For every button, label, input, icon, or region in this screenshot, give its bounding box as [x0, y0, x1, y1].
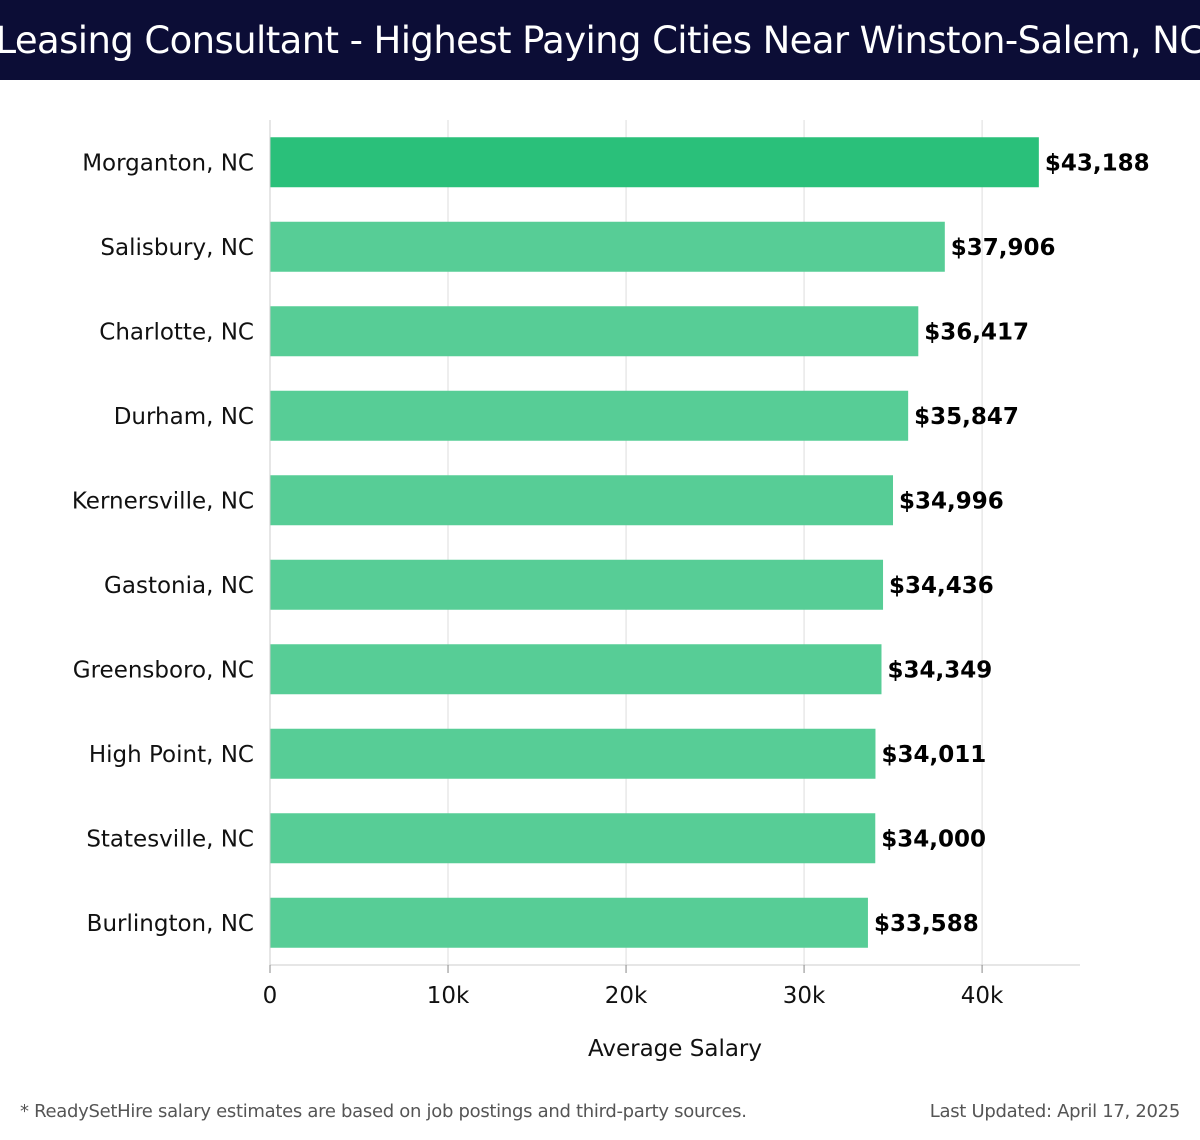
bar	[270, 475, 894, 526]
category-label: Greensboro, NC	[73, 657, 254, 683]
value-label: $34,011	[881, 742, 986, 768]
bar	[270, 221, 945, 272]
category-label: Statesville, NC	[86, 826, 254, 852]
category-label: Morganton, NC	[82, 150, 254, 176]
last-updated: Last Updated: April 17, 2025	[929, 1101, 1181, 1122]
footer-note: * ReadySetHire salary estimates are base…	[20, 1101, 747, 1122]
category-label: Durham, NC	[114, 404, 254, 430]
category-label: Gastonia, NC	[104, 573, 254, 599]
category-label: High Point, NC	[89, 742, 254, 768]
x-tick-label: 0	[263, 983, 278, 1009]
value-label: $34,000	[881, 826, 986, 852]
x-tick-label: 30k	[783, 983, 826, 1009]
bar	[270, 897, 868, 948]
bar	[270, 644, 882, 695]
value-label: $43,188	[1045, 150, 1150, 176]
bar	[270, 813, 876, 864]
bar	[270, 559, 884, 610]
x-axis-title: Average Salary	[588, 1036, 762, 1062]
chart-title: Leasing Consultant - Highest Paying Citi…	[0, 18, 1200, 62]
value-label: $34,436	[889, 573, 994, 599]
value-label: $36,417	[924, 319, 1029, 345]
x-tick-label: 20k	[605, 983, 648, 1009]
bar	[270, 728, 876, 779]
value-label: $37,906	[951, 235, 1056, 261]
value-label: $34,996	[899, 488, 1004, 514]
header-bar: Leasing Consultant - Highest Paying Citi…	[0, 0, 1200, 80]
category-label: Salisbury, NC	[100, 235, 254, 261]
x-axis: 0 10k 20k 30k 40k	[263, 120, 1080, 1009]
category-label: Burlington, NC	[87, 911, 254, 937]
x-tick-label: 40k	[961, 983, 1004, 1009]
bar	[270, 306, 919, 357]
x-tick-label: 10k	[427, 983, 470, 1009]
value-label: $34,349	[887, 657, 992, 683]
bar	[270, 137, 1039, 188]
bars	[270, 137, 1039, 948]
category-label: Charlotte, NC	[99, 319, 254, 345]
salary-bar-chart: Morganton, NC Salisbury, NC Charlotte, NC D…	[72, 120, 1150, 1062]
bar	[270, 390, 909, 441]
value-label: $35,847	[914, 404, 1019, 430]
category-label: Kernersville, NC	[72, 488, 254, 514]
value-label: $33,588	[874, 911, 979, 937]
value-labels: $43,188 $37,906 $36,417 $35,847 $34,996 $34,4…	[874, 150, 1150, 937]
category-labels: Morganton, NC Salisbury, NC Charlotte, NC D…	[72, 150, 254, 937]
